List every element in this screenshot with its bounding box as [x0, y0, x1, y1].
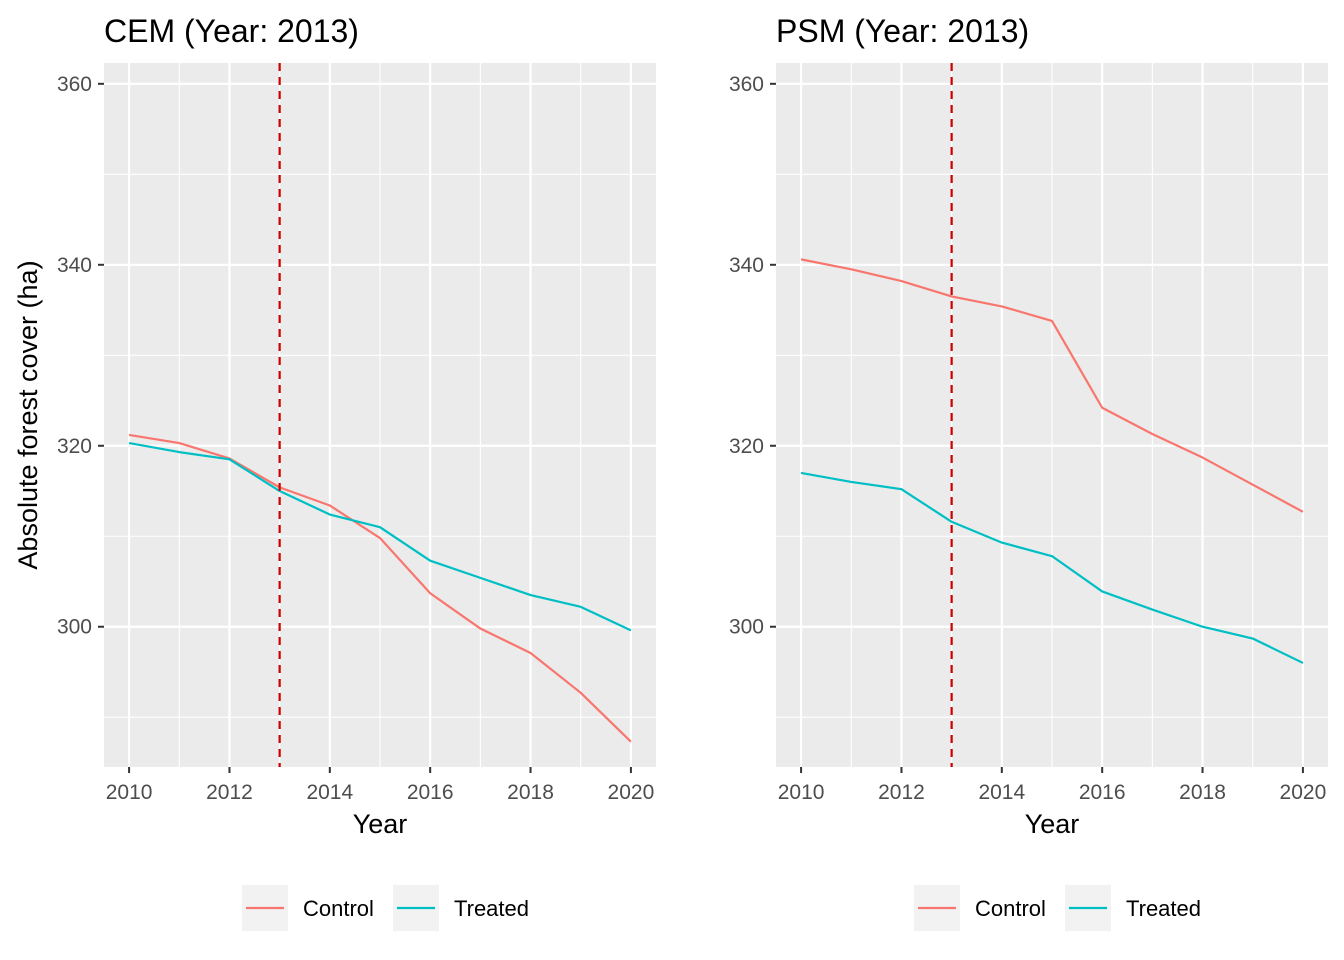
x-tick-label: 2012: [206, 781, 253, 804]
legend: Control Treated: [914, 885, 1201, 931]
x-tick-label: 2010: [778, 781, 825, 804]
x-tick-label: 2020: [1280, 781, 1327, 804]
series-line-treated: [128, 441, 632, 632]
x-tick-label: 2020: [608, 781, 655, 804]
x-tick-label: 2010: [106, 781, 153, 804]
legend-label-control: Control: [303, 896, 374, 921]
panel-title: CEM (Year: 2013): [104, 13, 359, 49]
y-axis-title: Absolute forest cover (ha): [13, 260, 43, 569]
x-axis-title: Year: [353, 809, 408, 839]
legend-label-treated: Treated: [1126, 896, 1201, 921]
x-tick-label: 2012: [878, 781, 925, 804]
legend-label-treated: Treated: [454, 896, 529, 921]
series-line-treated: [800, 471, 1304, 664]
y-tick-label: 320: [729, 435, 764, 458]
series-line-control: [800, 258, 1304, 513]
x-tick-label: 2014: [978, 781, 1025, 804]
legend: Control Treated: [242, 885, 529, 931]
y-tick-label: 300: [57, 616, 92, 639]
y-tick-label: 340: [57, 254, 92, 277]
legend-label-control: Control: [975, 896, 1046, 921]
y-tick-label: 340: [729, 254, 764, 277]
x-axis-title: Year: [1025, 809, 1080, 839]
x-tick-label: 2018: [1179, 781, 1226, 804]
y-tick-label: 320: [57, 435, 92, 458]
series-line-control: [128, 433, 632, 743]
x-tick-label: 2016: [407, 781, 454, 804]
x-tick-label: 2016: [1079, 781, 1126, 804]
panel-1: PSM (Year: 2013) 2010 2012 2014 2016 2018 2020…: [729, 13, 1328, 931]
panel-title: PSM (Year: 2013): [776, 13, 1029, 49]
x-tick-label: 2014: [306, 781, 353, 804]
y-tick-label: 300: [729, 616, 764, 639]
x-tick-label: 2018: [507, 781, 554, 804]
y-tick-label: 360: [57, 73, 92, 96]
panel-0: CEM (Year: 2013) 2010 2012 2014 2016 2018 2020…: [57, 13, 656, 931]
y-tick-label: 360: [729, 73, 764, 96]
